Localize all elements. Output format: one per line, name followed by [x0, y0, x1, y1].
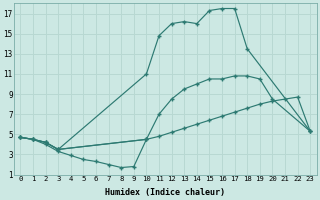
- X-axis label: Humidex (Indice chaleur): Humidex (Indice chaleur): [105, 188, 225, 197]
